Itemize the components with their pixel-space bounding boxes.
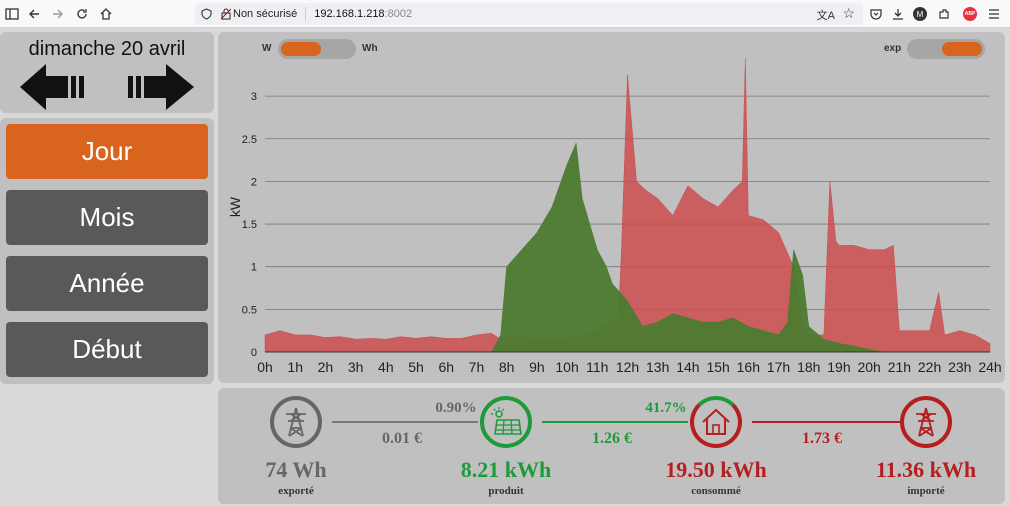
translate-icon[interactable]: 文A — [816, 10, 835, 22]
x-tick-label: 12h — [616, 359, 639, 375]
x-tick-label: 24h — [978, 359, 1001, 375]
x-tick-label: 13h — [646, 359, 669, 375]
next-day-arrow-icon[interactable] — [126, 62, 196, 112]
exp-toggle-knob — [942, 42, 982, 56]
y-tick-label: 1.5 — [242, 219, 257, 231]
x-tick-label: 7h — [469, 359, 485, 375]
x-tick-label: 18h — [797, 359, 820, 375]
profile-avatar: M — [913, 7, 927, 21]
x-tick-label: 0h — [257, 359, 273, 375]
import-cost: 1.73 € — [802, 430, 842, 447]
x-tick-label: 20h — [857, 359, 880, 375]
unit-wh-label: Wh — [362, 43, 378, 54]
x-tick-label: 4h — [378, 359, 394, 375]
exp-label: exp — [884, 43, 902, 54]
exp-toggle[interactable] — [907, 39, 985, 59]
link-line-self — [542, 421, 688, 423]
adblock-badge: ABP — [963, 7, 977, 21]
reload-icon[interactable] — [70, 2, 94, 26]
x-tick-label: 5h — [408, 359, 424, 375]
x-tick-label: 11h — [586, 359, 608, 375]
link-line-export — [332, 421, 478, 423]
x-tick-label: 3h — [348, 359, 364, 375]
sidebar-icon[interactable] — [0, 2, 24, 26]
y-tick-label: 2.5 — [242, 134, 257, 146]
x-tick-label: 22h — [918, 359, 941, 375]
import-label: importé — [907, 485, 945, 497]
chart-panel: W Wh exp 0 0.5 1 1.5 2 2.5 3 kW 0h 1h 2h 3h 4h 5h 6h 7h… — [218, 32, 1005, 383]
extensions-icon[interactable] — [932, 2, 956, 26]
consumption-value: 19.50 kWh — [665, 457, 767, 482]
unit-toggle[interactable] — [278, 39, 356, 59]
x-tick-label: 14h — [676, 359, 699, 375]
y-tick-label: 2 — [251, 176, 257, 188]
url-host: 192.168.1.218 — [314, 8, 385, 20]
shield-icon[interactable] — [201, 8, 212, 23]
y-tick-label: 3 — [251, 91, 257, 103]
x-tick-label: 6h — [438, 359, 454, 375]
x-tick-label: 16h — [737, 359, 760, 375]
consumption-label: consommé — [691, 485, 741, 497]
account-icon[interactable]: M — [908, 2, 932, 26]
forward-icon[interactable] — [46, 2, 70, 26]
export-cost: 0.01 € — [382, 430, 422, 447]
x-tick-label: 17h — [767, 359, 790, 375]
y-axis-label: kW — [227, 196, 243, 217]
browser-toolbar: Non sécurisé 192.168.1.218:8002 文A ☆ M A… — [0, 0, 1010, 28]
x-tick-label: 1h — [287, 359, 303, 375]
url-divider — [305, 7, 307, 21]
export-value: 74 Wh — [265, 457, 327, 482]
export-label: exporté — [278, 485, 314, 497]
import-pylon-icon — [900, 396, 952, 448]
url-bar[interactable]: Non sécurisé 192.168.1.218:8002 文A ☆ — [195, 3, 863, 25]
house-icon — [690, 396, 742, 448]
unit-toggle-knob — [281, 42, 321, 56]
x-tick-label: 2h — [318, 359, 334, 375]
date-panel: dimanche 20 avril — [0, 32, 214, 113]
self-consumption-percent: 41.7% — [645, 400, 687, 416]
solar-panel-icon — [480, 396, 532, 448]
back-icon[interactable] — [22, 2, 46, 26]
production-value: 8.21 kWh — [460, 457, 552, 482]
x-tick-label: 21h — [888, 359, 911, 375]
y-tick-label: 0 — [251, 347, 257, 359]
x-tick-label: 10h — [555, 359, 578, 375]
date-label: dimanche 20 avril — [28, 38, 186, 60]
self-consumption-cost: 1.26 € — [592, 430, 632, 447]
period-menu: Jour Mois Année Début — [0, 118, 214, 384]
x-tick-label: 19h — [827, 359, 850, 375]
link-line-import — [752, 421, 900, 423]
x-tick-label: 23h — [948, 359, 971, 375]
y-tick-label: 0.5 — [242, 304, 257, 316]
pocket-icon[interactable] — [864, 2, 888, 26]
menu-icon[interactable] — [982, 2, 1006, 26]
security-label: Non sécurisé — [233, 8, 298, 20]
menu-button-mois[interactable]: Mois — [6, 190, 208, 245]
export-percent: 0.90% — [435, 400, 477, 416]
adblock-icon[interactable]: ABP — [958, 2, 982, 26]
series-area-consommé — [264, 57, 991, 353]
production-label: produit — [488, 485, 524, 497]
previous-day-arrow-icon[interactable] — [20, 62, 90, 112]
x-tick-label: 9h — [529, 359, 545, 375]
energy-flow-panel: 0.90% 0.01 € 41.7% 1.26 € 1.73 € 74 Wh e… — [218, 388, 1005, 504]
menu-button-annee[interactable]: Année — [6, 256, 208, 311]
download-icon[interactable] — [886, 2, 910, 26]
menu-button-debut[interactable]: Début — [6, 322, 208, 377]
insecure-lock-icon[interactable] — [220, 8, 232, 23]
bookmark-star-icon[interactable]: ☆ — [842, 5, 855, 21]
import-value: 11.36 kWh — [875, 457, 977, 482]
series-area-produit — [491, 142, 885, 353]
x-tick-label: 8h — [499, 359, 515, 375]
x-tick-label: 15h — [706, 359, 729, 375]
y-tick-label: 1 — [251, 262, 257, 274]
export-pylon-icon — [270, 396, 322, 448]
home-icon[interactable] — [94, 2, 118, 26]
power-chart: 0 0.5 1 1.5 2 2.5 3 kW 0h 1h 2h 3h 4h 5h 6h 7h 8h 9h 10h 11… — [227, 57, 1002, 375]
menu-button-jour[interactable]: Jour — [6, 124, 208, 179]
unit-w-label: W — [262, 43, 272, 54]
url-port: :8002 — [384, 8, 413, 20]
